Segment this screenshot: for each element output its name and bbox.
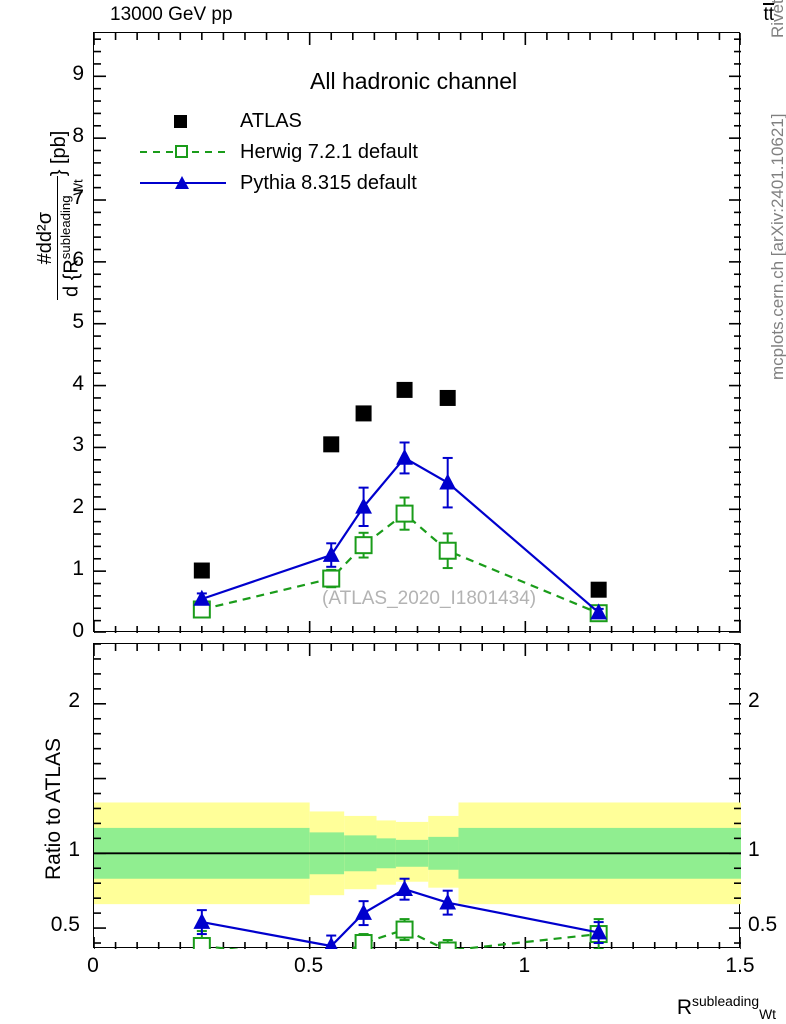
y-axis-title-main: #dd²σ d {RsubleadingWt } [pb] xyxy=(34,131,86,300)
y-tick-ratio-right-2: 2 xyxy=(748,688,760,712)
plot-title: All hadronic channel xyxy=(310,68,518,94)
x-tick-0.5: 0.5 xyxy=(294,954,324,977)
y-tick-ratio-right-0.5: 0.5 xyxy=(748,913,778,937)
ttbar-symbol: tt xyxy=(763,3,774,25)
y-tick-ratio-right-1: 1 xyxy=(748,838,760,862)
legend-label-herwig: Herwig 7.2.1 default xyxy=(240,140,418,163)
y-tick-main-4: 4 xyxy=(72,371,84,395)
mcplots-credit: mcplots.cern.ch [arXiv:2401.10621] xyxy=(768,113,786,380)
legend: ATLAS Herwig 7.2.1 default Pythia 8.315 … xyxy=(140,105,418,198)
rivet-version-credit: Rivet 4.1.0, ≥ 100k events xyxy=(768,0,786,38)
process-label: tt xyxy=(763,3,774,26)
y-tick-main-5: 5 xyxy=(72,309,84,333)
legend-item-pythia[interactable]: Pythia 8.315 default xyxy=(140,167,418,198)
x-axis-title: RsubleadingWt xyxy=(676,992,776,1022)
x-tick-0: 0 xyxy=(87,954,99,977)
analysis-watermark: (ATLAS_2020_I1801434) xyxy=(322,588,537,609)
legend-label-pythia: Pythia 8.315 default xyxy=(240,171,417,194)
main-plot-canvas xyxy=(94,33,741,633)
y-tick-ratio-left-2: 2 xyxy=(68,688,80,712)
y-tick-ratio-left-0.5: 0.5 xyxy=(50,913,80,937)
y-tick-ratio-left-1: 1 xyxy=(68,838,80,862)
y-tick-main-6: 6 xyxy=(72,247,84,271)
legend-key-atlas xyxy=(140,110,226,132)
legend-label-atlas: ATLAS xyxy=(240,109,302,132)
y-tick-main-2: 2 xyxy=(72,495,84,519)
ratio-plot-panel xyxy=(93,643,741,949)
y-tick-main-7: 7 xyxy=(72,186,84,209)
y-tick-main-8: 8 xyxy=(72,124,84,148)
main-plot-panel xyxy=(93,32,741,633)
legend-key-pythia xyxy=(140,172,226,194)
ratio-plot-canvas xyxy=(94,644,741,949)
legend-item-herwig[interactable]: Herwig 7.2.1 default xyxy=(140,136,418,167)
legend-key-herwig xyxy=(140,141,226,163)
beam-energy-label: 13000 GeV pp xyxy=(110,4,233,25)
y-tick-main-0: 0 xyxy=(72,619,84,642)
x-tick-1: 1 xyxy=(518,954,531,977)
legend-item-atlas[interactable]: ATLAS xyxy=(140,105,418,136)
x-tick-1.5: 1.5 xyxy=(725,954,755,977)
y-tick-main-1: 1 xyxy=(72,557,84,581)
y-tick-main-9: 9 xyxy=(72,62,84,86)
y-tick-main-3: 3 xyxy=(72,433,84,457)
